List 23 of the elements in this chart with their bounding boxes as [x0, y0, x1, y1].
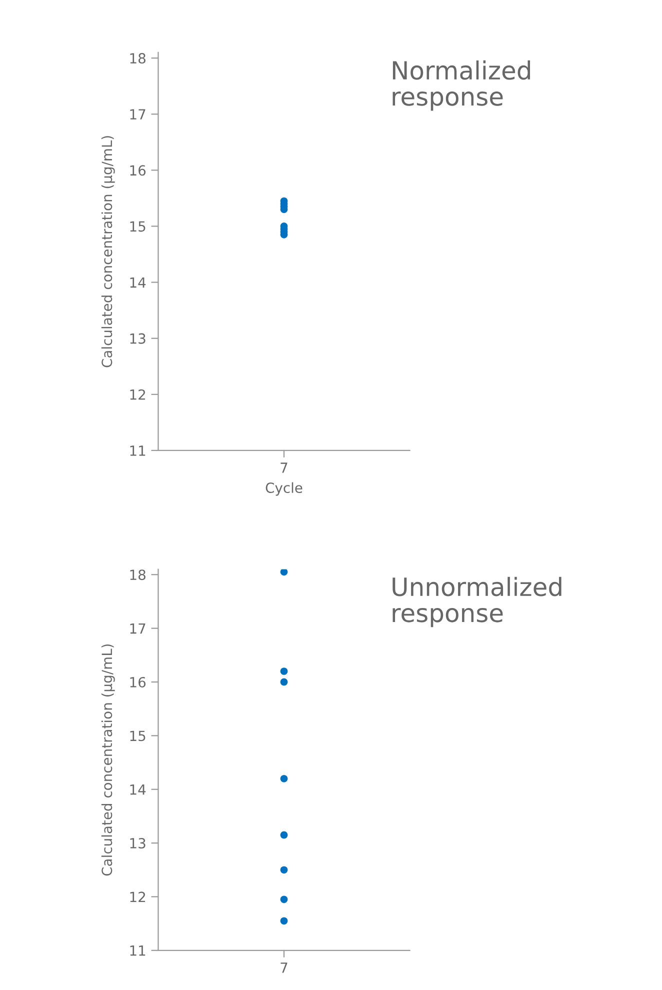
y-tick-label: 11 — [130, 946, 146, 956]
y-tick-label: 14 — [130, 784, 146, 795]
y-tick-label: 15 — [130, 730, 146, 742]
y-axis-title: Calculated concentration (µg/mL) — [101, 136, 115, 368]
y-tick-label: 13 — [130, 838, 146, 849]
y-tick-label: 14 — [130, 277, 146, 288]
y-axis-title: Calculated concentration (µg/mL) — [101, 644, 115, 876]
y-tick-label: 17 — [130, 623, 146, 634]
y-tick-label: 16 — [130, 165, 146, 176]
y-tick-label: 17 — [130, 109, 146, 120]
text: Normalized response — [392, 60, 530, 111]
y-tick-label: 12 — [130, 389, 146, 400]
y-tick-label: 15 — [130, 221, 146, 232]
x-axis-title: Cycle — [266, 482, 302, 496]
y-tick-label: 16 — [130, 676, 146, 688]
y-tick-label: 12 — [130, 892, 146, 902]
x-tick-label: 7 — [280, 462, 288, 473]
y-tick-label: 11 — [130, 446, 146, 456]
y-tick-label: 18 — [130, 53, 146, 64]
x-tick-label: 7 — [280, 962, 288, 973]
y-tick-label: 18 — [130, 570, 146, 580]
y-tick-label: 13 — [130, 333, 146, 344]
text: Unnormalized response — [392, 576, 562, 628]
